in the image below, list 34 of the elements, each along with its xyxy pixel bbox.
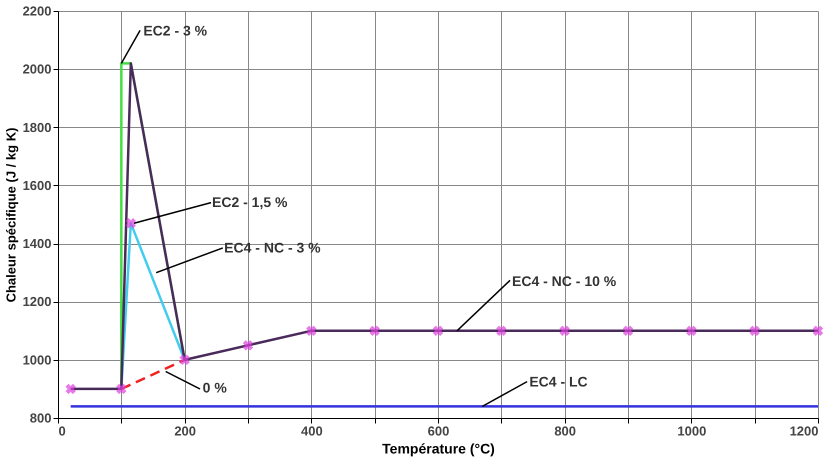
point xyxy=(242,340,254,351)
point xyxy=(116,384,127,394)
point xyxy=(432,326,444,336)
y-tick-label: 1800 xyxy=(22,120,52,135)
x-tick-label: 1200 xyxy=(790,424,818,438)
annotation: 0 % xyxy=(202,379,228,396)
point xyxy=(126,218,136,228)
point xyxy=(179,354,190,366)
point xyxy=(496,326,507,336)
point xyxy=(622,326,634,336)
point xyxy=(369,326,380,336)
y-tick-label: 1000 xyxy=(22,352,52,368)
y-tick-label: 2000 xyxy=(22,62,52,77)
y-tick-label: 1200 xyxy=(22,294,52,310)
annotation: EC4 - LC xyxy=(529,373,588,390)
x-tick-label: 1000 xyxy=(677,424,706,438)
annotation: EC2 - 1,5 % xyxy=(212,194,288,210)
x-tick-label: 200 xyxy=(174,424,196,438)
y-tick-label: 800 xyxy=(30,410,52,426)
y-tick-label: 1400 xyxy=(22,236,52,252)
point xyxy=(559,326,570,336)
y-tick-label: 2200 xyxy=(22,4,52,18)
x-tick-label: 400 xyxy=(300,424,323,438)
x-tick-label: 0 xyxy=(58,424,66,438)
x-axis-title: Température (°C) xyxy=(382,440,495,456)
point xyxy=(812,326,824,336)
point xyxy=(65,384,76,394)
point xyxy=(306,326,317,336)
point xyxy=(686,326,697,336)
point xyxy=(749,326,760,336)
y-axis-title: Chaleur spécifique (J / kg K) xyxy=(4,128,19,302)
x-tick-label: 600 xyxy=(428,424,450,438)
y-tick-label: 1600 xyxy=(22,178,52,193)
x-tick-label: 800 xyxy=(554,424,576,438)
